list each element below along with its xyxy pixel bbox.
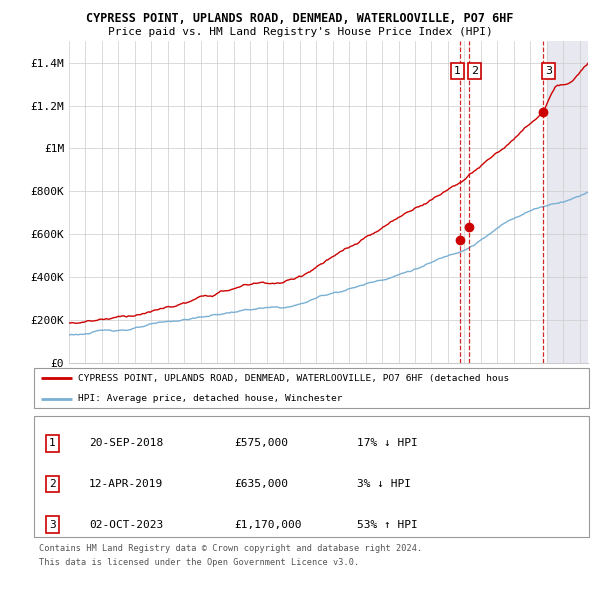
Text: 53% ↑ HPI: 53% ↑ HPI <box>356 520 418 530</box>
Text: 02-OCT-2023: 02-OCT-2023 <box>89 520 163 530</box>
Text: CYPRESS POINT, UPLANDS ROAD, DENMEAD, WATERLOOVILLE, PO7 6HF (detached hous: CYPRESS POINT, UPLANDS ROAD, DENMEAD, WA… <box>77 373 509 383</box>
Text: 17% ↓ HPI: 17% ↓ HPI <box>356 438 418 448</box>
Text: 3: 3 <box>545 66 552 76</box>
Text: HPI: Average price, detached house, Winchester: HPI: Average price, detached house, Winc… <box>77 395 342 404</box>
FancyBboxPatch shape <box>34 368 589 408</box>
Text: 3: 3 <box>49 520 56 530</box>
Text: This data is licensed under the Open Government Licence v3.0.: This data is licensed under the Open Gov… <box>39 558 359 567</box>
Text: 1: 1 <box>49 438 56 448</box>
Text: Contains HM Land Registry data © Crown copyright and database right 2024.: Contains HM Land Registry data © Crown c… <box>39 544 422 553</box>
Text: £1,170,000: £1,170,000 <box>234 520 301 530</box>
Text: CYPRESS POINT, UPLANDS ROAD, DENMEAD, WATERLOOVILLE, PO7 6HF: CYPRESS POINT, UPLANDS ROAD, DENMEAD, WA… <box>86 12 514 25</box>
Bar <box>547 41 588 363</box>
Text: 2: 2 <box>471 66 478 76</box>
Bar <box>547 41 588 363</box>
Text: £575,000: £575,000 <box>234 438 288 448</box>
Text: 2: 2 <box>49 479 56 489</box>
FancyBboxPatch shape <box>34 415 589 537</box>
Text: Price paid vs. HM Land Registry's House Price Index (HPI): Price paid vs. HM Land Registry's House … <box>107 27 493 37</box>
Text: 3% ↓ HPI: 3% ↓ HPI <box>356 479 410 489</box>
Text: 12-APR-2019: 12-APR-2019 <box>89 479 163 489</box>
Text: 1: 1 <box>454 66 461 76</box>
Text: £635,000: £635,000 <box>234 479 288 489</box>
Text: 20-SEP-2018: 20-SEP-2018 <box>89 438 163 448</box>
